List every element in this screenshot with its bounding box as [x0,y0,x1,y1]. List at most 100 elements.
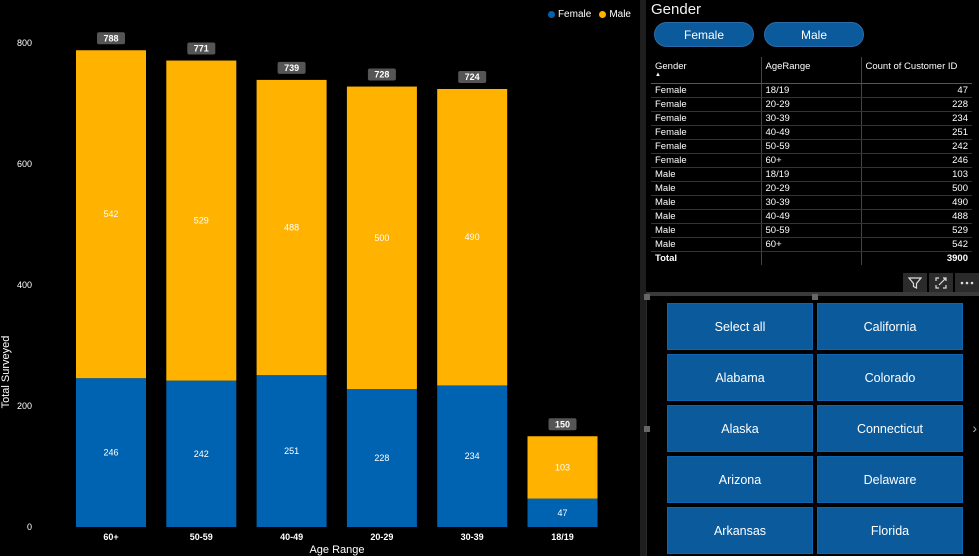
stacked-bar-chart: 0 200 400 600 800 Total Surveyed Age Range 246 5… [0,9,631,556]
table-row[interactable]: Male 18/19 103 [651,167,972,182]
gender-button-male[interactable]: Male [764,22,864,47]
resize-handle-top[interactable] [812,294,818,300]
x-tick-label: 50-59 [190,532,213,542]
cell-agerange: 18/19 [761,167,862,182]
data-label-male: 529 [194,216,209,226]
cell-count: 228 [861,97,972,112]
x-tick-label: 18/19 [551,532,574,542]
y-tick-label: 800 [17,38,32,48]
column-header-count[interactable]: Count of Customer ID [861,57,972,84]
y-tick-label: 400 [17,280,32,290]
bar-female [437,385,508,527]
data-table: Gender ▲ AgeRange Count of Customer ID F… [651,57,972,265]
cell-gender: Male [651,167,762,182]
state-option-florida[interactable]: Florida [817,507,963,554]
total-label: Total [651,251,762,265]
cell-agerange: 60+ [761,237,862,252]
cell-count: 246 [861,153,972,168]
data-label-male: 500 [374,233,389,243]
more-options-button[interactable] [955,273,979,293]
state-option-arizona[interactable]: Arizona [667,456,813,503]
data-label-female: 47 [557,508,567,518]
legend-item-male[interactable]: Male [599,9,631,20]
cell-gender: Male [651,237,762,252]
cell-count: 529 [861,223,972,238]
cell-agerange: 50-59 [761,139,862,154]
table-row[interactable]: Female 40-49 251 [651,125,972,140]
filter-button[interactable] [903,273,927,293]
y-axis-title: Total Surveyed [0,336,12,409]
cell-count: 542 [861,237,972,252]
x-tick-label: 60+ [103,532,118,542]
chevron-right-icon[interactable]: › [972,420,977,436]
data-label-female: 234 [465,451,480,461]
cell-count: 251 [861,125,972,140]
column-header-agerange[interactable]: AgeRange [761,57,862,84]
chart-legend: Female Male [547,9,631,20]
table-row[interactable]: Male 30-39 490 [651,195,972,210]
table-row[interactable]: Female 50-59 242 [651,139,972,154]
x-axis-title: Age Range [309,544,364,556]
cell-gender: Female [651,125,762,140]
legend-label-male: Male [609,9,631,20]
column-header-gender[interactable]: Gender ▲ [651,57,762,84]
total-badge [458,70,487,83]
cell-gender: Female [651,153,762,168]
filter-icon [908,277,922,289]
total-badge [548,418,577,431]
table-row[interactable]: Male 20-29 500 [651,181,972,196]
gender-button-female[interactable]: Female [654,22,754,47]
y-tick-label: 600 [17,159,32,169]
total-label: 724 [465,72,480,82]
data-label-male: 542 [103,209,118,219]
x-tick-label: 30-39 [461,532,484,542]
state-option-alabama[interactable]: Alabama [667,354,813,401]
data-label-male: 490 [465,232,480,242]
cell-gender: Female [651,111,762,126]
total-label: 728 [374,70,389,80]
total-label: 150 [555,419,570,429]
bar-male [256,79,327,376]
state-option-delaware[interactable]: Delaware [817,456,963,503]
state-option-colorado[interactable]: Colorado [817,354,963,401]
table-row[interactable]: Male 40-49 488 [651,209,972,224]
resize-handle-left[interactable] [644,426,650,432]
cell-agerange: 20-29 [761,181,862,196]
state-option-connecticut[interactable]: Connecticut [817,405,963,452]
bar-female [527,498,598,527]
focus-mode-icon [935,277,947,289]
visual-toolbar [903,273,979,293]
total-label: 771 [194,44,209,54]
cell-gender: Female [651,83,762,98]
state-option-california[interactable]: California [817,303,963,350]
table-header-row: Gender ▲ AgeRange Count of Customer ID [651,57,972,84]
cell-gender: Female [651,139,762,154]
column-header-label: Count of Customer ID [865,61,958,72]
resize-handle-top-left[interactable] [644,294,650,300]
cell-gender: Male [651,195,762,210]
state-option-alaska[interactable]: Alaska [667,405,813,452]
table-total-row: Total 3900 [651,251,972,265]
total-badge [367,68,396,81]
legend-item-female[interactable]: Female [547,9,591,20]
cell-agerange: 20-29 [761,97,862,112]
cell-agerange: 50-59 [761,223,862,238]
state-option-select-all[interactable]: Select all [667,303,813,350]
data-label-female: 228 [374,453,389,463]
state-slicer-panel [644,294,979,556]
table-row[interactable]: Female 60+ 246 [651,153,972,168]
cell-count: 490 [861,195,972,210]
table-row[interactable]: Male 50-59 529 [651,223,972,238]
state-option-arkansas[interactable]: Arkansas [667,507,813,554]
table-row[interactable]: Female 18/19 47 [651,83,972,98]
total-empty-cell [761,251,862,265]
cell-agerange: 30-39 [761,195,862,210]
bar-male [166,60,237,381]
vertical-divider [640,0,646,556]
table-row[interactable]: Male 60+ 542 [651,237,972,252]
table-row[interactable]: Female 20-29 228 [651,97,972,112]
cell-gender: Male [651,209,762,224]
table-row[interactable]: Female 30-39 234 [651,111,972,126]
column-header-label: AgeRange [765,61,811,72]
focus-mode-button[interactable] [929,273,953,293]
